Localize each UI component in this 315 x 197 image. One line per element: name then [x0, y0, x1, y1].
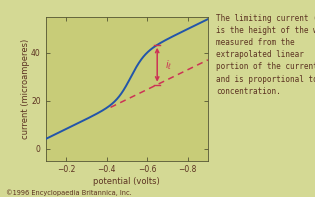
Text: The limiting current (iℓ)
is the height of the wave
measured from the
extrapolat: The limiting current (iℓ) is the height … — [216, 14, 315, 96]
Text: ©1996 Encyclopaedia Britannica, Inc.: ©1996 Encyclopaedia Britannica, Inc. — [6, 189, 132, 196]
Text: $i_{\ell}$: $i_{\ell}$ — [165, 58, 172, 72]
Y-axis label: current (microamperes): current (microamperes) — [21, 39, 30, 139]
X-axis label: potential (volts): potential (volts) — [94, 177, 160, 186]
